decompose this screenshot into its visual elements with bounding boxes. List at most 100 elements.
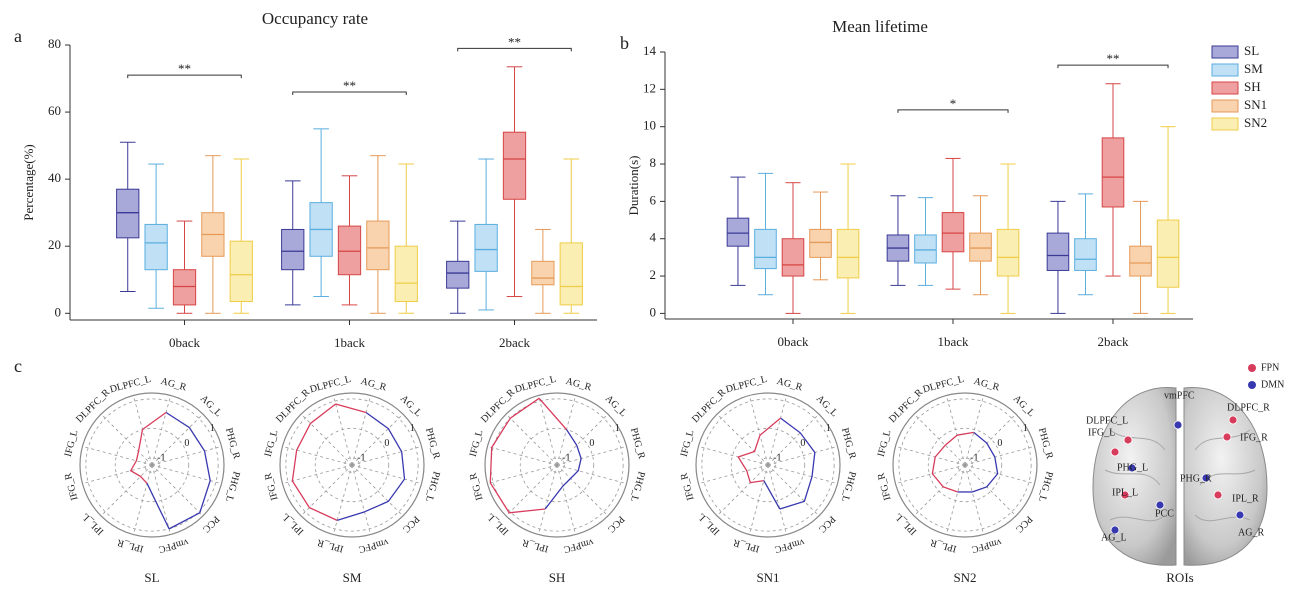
radar-axis-label: DLPFC_R (74, 387, 112, 425)
y-tick-label: 2 (650, 267, 657, 282)
radar-title: SH (549, 570, 566, 585)
radar-line (292, 404, 337, 520)
box (230, 241, 252, 301)
roi-marker (1223, 433, 1231, 441)
box (367, 221, 389, 270)
radar-axis-label: IPL_R (316, 537, 345, 555)
box (755, 229, 777, 268)
roi-label: IPL_R (1232, 493, 1259, 504)
legend-label: SL (1244, 43, 1259, 58)
radar-axis-label: IPL_L (280, 511, 306, 537)
radar-line (738, 435, 764, 482)
box (145, 224, 167, 269)
radar-tick-label: 1 (410, 423, 415, 434)
y-axis-label: Duration(s) (626, 156, 641, 216)
radar-axis-label: PCC (1013, 513, 1034, 534)
radar-tick-label: 1 (210, 423, 215, 434)
box (1130, 246, 1152, 276)
radar-spoke (333, 465, 352, 535)
radar-spoke (301, 465, 352, 516)
radar-spoke (717, 414, 768, 465)
radar-line (780, 418, 815, 509)
radar-spoke (82, 446, 152, 465)
radar-axis-label: PHG_L (223, 470, 242, 503)
radar-axis-label: IFG_R (876, 471, 894, 501)
radar-spoke (133, 465, 152, 535)
radar-axis-label: IFG_L (468, 429, 486, 458)
panel-label: b (620, 33, 629, 53)
radar-spoke (698, 465, 768, 484)
legend-label: SH (1244, 79, 1261, 94)
box (997, 229, 1019, 276)
radar-line (932, 435, 957, 492)
radar-spoke (895, 446, 965, 465)
roi-marker (1111, 448, 1119, 456)
y-tick-label: 0 (650, 304, 657, 319)
radar-axis-label: IFG_L (63, 429, 81, 458)
radar-bridge (147, 483, 169, 528)
radar-bridge (337, 512, 364, 521)
radar-spoke (749, 465, 768, 535)
radar-axis-label: DLPFC_R (479, 387, 517, 425)
legend-label: SM (1244, 61, 1263, 76)
radar-axis-label: IFG_R (468, 471, 486, 501)
roi-label: DLPFC_L (1086, 415, 1128, 426)
radar-tick-label: 0 (589, 438, 594, 449)
radar-axis-label: PCC (400, 513, 421, 534)
roi-label: PCC (1155, 508, 1174, 519)
radar-spoke (946, 395, 965, 465)
radar-axis-label: IPL_R (116, 537, 145, 555)
y-tick-label: 0 (55, 304, 62, 319)
radar-line (131, 430, 147, 484)
radar-bridge (764, 481, 780, 509)
roi-marker (1229, 416, 1237, 424)
radar-axis-label: PHG_R (223, 427, 242, 461)
box (810, 229, 832, 257)
radar-bridge (760, 418, 781, 435)
radar-tick-label: 0 (997, 438, 1002, 449)
radar-spoke (946, 465, 965, 535)
radar-axis-label: AG_R (359, 376, 387, 393)
radar-axis-label: vmPFC (773, 536, 806, 555)
box (837, 229, 859, 278)
legend-swatch (1212, 100, 1238, 112)
radar-tick-label: 1 (615, 423, 620, 434)
radar-spoke (914, 465, 965, 516)
significance-label: * (950, 96, 957, 111)
box (395, 246, 417, 301)
radar-axis-label: PHG_R (423, 427, 442, 461)
figure: a b c Occupancy ratePercentage(%)0204060… (0, 0, 1299, 591)
chart-title: Occupancy rate (262, 9, 368, 28)
box (560, 243, 582, 305)
radar-spoke (895, 465, 965, 484)
roi-label: IPL_L (1112, 487, 1138, 498)
legend-swatch (1212, 82, 1238, 94)
radar-bridge (539, 398, 566, 429)
radar-spoke (914, 414, 965, 465)
roi-label: AG_R (1238, 527, 1264, 538)
radar-title: SN2 (953, 570, 976, 585)
radar-axis-label: DLPFC_L (514, 374, 558, 396)
radar-line (166, 412, 210, 528)
x-tick-label: 1back (937, 334, 969, 349)
x-tick-label: 1back (334, 335, 366, 350)
radar-spoke (768, 465, 819, 516)
radar-spoke (487, 465, 557, 484)
radar-spoke (965, 465, 984, 535)
radar-spoke (768, 465, 838, 484)
roi-marker (1214, 491, 1222, 499)
radar-axis-label: DLPFC_L (309, 374, 353, 396)
box (915, 235, 937, 263)
radar-axis-label: IFG_L (263, 429, 281, 458)
box (338, 226, 360, 275)
x-tick-label: 2back (1097, 334, 1129, 349)
radar-axis-label: PHG_L (423, 470, 442, 503)
radar-spoke (352, 465, 422, 484)
radar-bridge (336, 404, 366, 413)
legend-label: DMN (1261, 379, 1284, 390)
y-tick-label: 4 (650, 230, 657, 245)
radar-axis-label: IFG_R (63, 471, 81, 501)
box (503, 132, 525, 199)
radar-spoke (506, 414, 557, 465)
box (727, 218, 749, 246)
